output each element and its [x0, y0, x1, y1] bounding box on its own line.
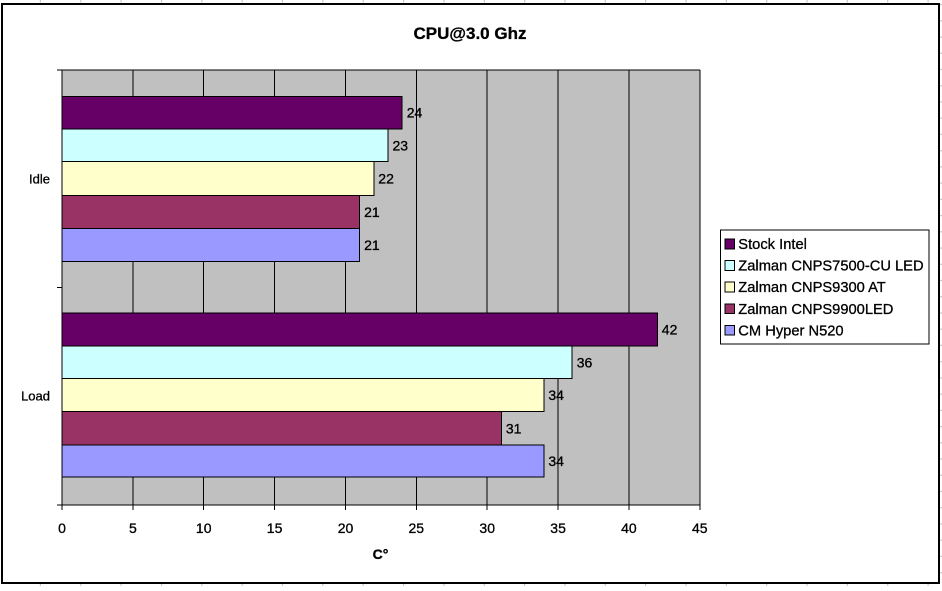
svg-text:25: 25 [409, 520, 425, 536]
svg-text:Zalman CNPS9300 AT: Zalman CNPS9300 AT [738, 280, 886, 296]
svg-text:CM Hyper N520: CM Hyper N520 [738, 323, 843, 339]
svg-text:36: 36 [577, 354, 593, 370]
svg-text:23: 23 [393, 137, 409, 153]
svg-text:15: 15 [267, 520, 283, 536]
svg-text:30: 30 [479, 520, 495, 536]
svg-text:21: 21 [364, 204, 380, 220]
svg-text:21: 21 [364, 237, 380, 253]
svg-text:34: 34 [548, 387, 564, 403]
svg-text:Stock Intel: Stock Intel [738, 237, 807, 253]
svg-text:Idle: Idle [29, 172, 50, 187]
svg-text:20: 20 [338, 520, 354, 536]
svg-text:0: 0 [58, 520, 66, 536]
svg-text:Zalman CNPS7500-CU LED: Zalman CNPS7500-CU LED [738, 259, 923, 275]
svg-text:34: 34 [548, 453, 564, 469]
svg-text:10: 10 [196, 520, 212, 536]
svg-text:5: 5 [129, 520, 137, 536]
svg-text:35: 35 [550, 520, 566, 536]
svg-text:Zalman CNPS9900LED: Zalman CNPS9900LED [738, 302, 893, 318]
svg-text:24: 24 [407, 105, 423, 121]
svg-text:22: 22 [378, 171, 394, 187]
svg-text:31: 31 [506, 420, 522, 436]
svg-text:40: 40 [621, 520, 637, 536]
svg-text:CPU@3.0 Ghz: CPU@3.0 Ghz [414, 24, 527, 43]
svg-text:C°: C° [373, 546, 389, 562]
svg-text:42: 42 [662, 322, 678, 338]
svg-text:45: 45 [692, 520, 708, 536]
svg-text:Load: Load [21, 388, 50, 403]
